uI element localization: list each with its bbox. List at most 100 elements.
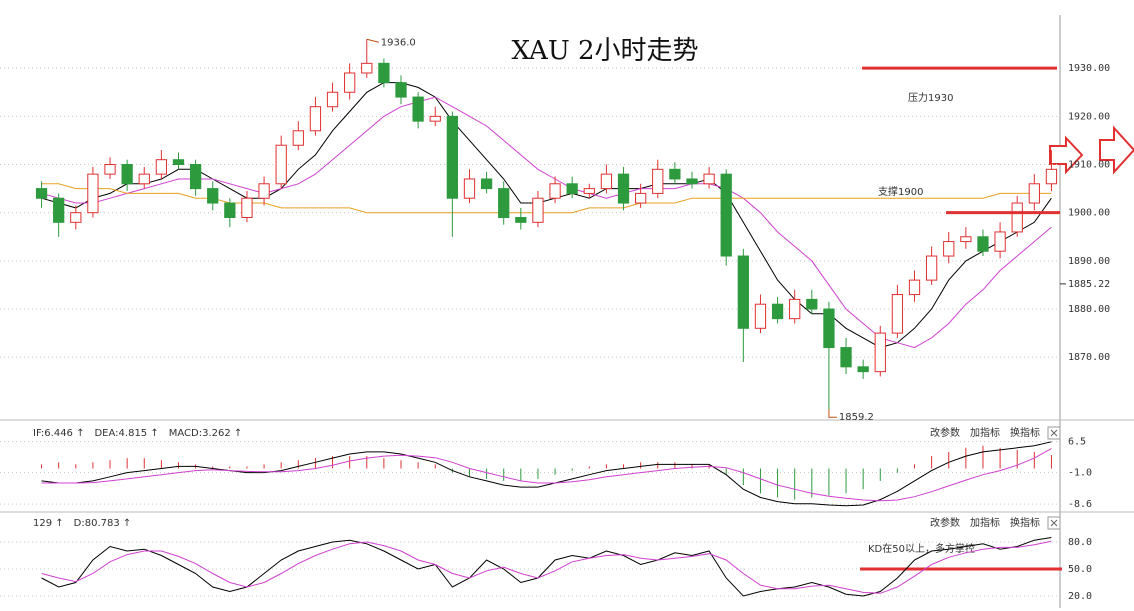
candle-body bbox=[891, 294, 904, 334]
candle-body bbox=[943, 241, 955, 257]
indicator-label: DEA:4.815 ↑ bbox=[94, 428, 158, 439]
y-tick-label: 1920.00 bbox=[1068, 111, 1110, 122]
candle-body bbox=[1045, 168, 1058, 185]
level-label: 压力1930 bbox=[908, 91, 953, 104]
level-label: 支撑1900 bbox=[878, 185, 923, 198]
close-icon bbox=[1050, 429, 1058, 437]
candle-body bbox=[771, 303, 784, 320]
y-tick-label: 1890.00 bbox=[1068, 256, 1110, 267]
candle-body bbox=[1011, 202, 1023, 233]
arrow-icon bbox=[1049, 135, 1084, 175]
candle-body bbox=[583, 188, 595, 194]
candle-body bbox=[446, 115, 458, 199]
indicator-label: 129 ↑ bbox=[33, 518, 64, 529]
candle-body bbox=[155, 159, 168, 175]
candle-body bbox=[258, 183, 270, 199]
candle-body bbox=[1028, 183, 1040, 204]
candle-body bbox=[686, 178, 698, 185]
indicator-label: D:80.783 ↑ bbox=[74, 518, 132, 529]
high-marker bbox=[366, 38, 379, 43]
candle-body bbox=[977, 236, 989, 252]
toolbar-button: 换指标 bbox=[1010, 426, 1040, 439]
last-price-label: 1885.22 bbox=[1068, 279, 1110, 290]
high-label: 1936.0 bbox=[381, 37, 416, 48]
candle-body bbox=[35, 188, 48, 199]
candle-body bbox=[104, 164, 116, 175]
toolbar-button: 改参数 bbox=[930, 516, 960, 529]
candle-body bbox=[925, 255, 938, 281]
y-tick-label: 6.5 bbox=[1068, 437, 1086, 448]
candle-body bbox=[463, 178, 476, 199]
candle-body bbox=[532, 197, 544, 223]
candle-body bbox=[754, 303, 767, 329]
candle-body bbox=[292, 130, 304, 146]
candle-body bbox=[412, 96, 424, 122]
candle-body bbox=[189, 164, 202, 190]
candle-body bbox=[121, 164, 133, 185]
arrow-icon bbox=[1099, 125, 1134, 175]
y-tick-label: 20.0 bbox=[1068, 591, 1092, 602]
toolbar-button: 加指标 bbox=[970, 516, 1000, 529]
series-line bbox=[41, 537, 1052, 597]
indicator-label: MACD:3.262 ↑ bbox=[169, 428, 243, 439]
toolbar-button: 加指标 bbox=[970, 426, 1000, 439]
candle-body bbox=[960, 236, 972, 243]
candle-body bbox=[344, 72, 356, 93]
candle-body bbox=[669, 168, 681, 180]
candle-body bbox=[720, 173, 732, 257]
level-label: KD在50以上，多方掌控 bbox=[868, 542, 975, 555]
candle-body bbox=[566, 183, 578, 194]
candle-body bbox=[737, 255, 749, 329]
candle-body bbox=[806, 298, 818, 310]
candle-body bbox=[224, 202, 236, 219]
candle-body bbox=[207, 188, 219, 204]
candle-body bbox=[908, 279, 921, 296]
candle-body bbox=[87, 173, 99, 214]
candle-body bbox=[498, 188, 510, 219]
candle-body bbox=[395, 82, 407, 98]
indicator-label: IF:6.446 ↑ bbox=[33, 428, 84, 439]
candle-body bbox=[241, 197, 253, 218]
candle-body bbox=[378, 62, 390, 84]
low-label: 1859.2 bbox=[839, 412, 874, 423]
candle-body bbox=[361, 62, 373, 74]
candle-body bbox=[600, 173, 613, 190]
low-marker bbox=[828, 409, 837, 418]
y-tick-label: 1870.00 bbox=[1068, 352, 1110, 363]
chart-title: XAU 2小时走势 bbox=[511, 36, 698, 66]
y-tick-label: 1910.00 bbox=[1068, 160, 1110, 171]
candle-body bbox=[652, 168, 664, 194]
candle-body bbox=[789, 298, 801, 320]
y-tick-label: 50.0 bbox=[1068, 564, 1092, 575]
candle-body bbox=[326, 91, 339, 108]
y-tick-label: 1900.00 bbox=[1068, 208, 1110, 219]
candle-body bbox=[703, 173, 715, 185]
toolbar-button: 换指标 bbox=[1010, 516, 1040, 529]
candle-body bbox=[840, 347, 852, 368]
candle-body bbox=[429, 115, 441, 122]
y-tick-label: 1930.00 bbox=[1068, 63, 1110, 74]
close-icon bbox=[1050, 519, 1058, 527]
candle-body bbox=[823, 308, 835, 349]
candle-body bbox=[70, 212, 82, 223]
candle-body bbox=[480, 178, 493, 190]
series-line bbox=[41, 441, 1052, 507]
candle-body bbox=[138, 173, 150, 185]
candle-body bbox=[515, 217, 527, 223]
candle-body bbox=[635, 192, 647, 204]
candle-body bbox=[857, 366, 869, 373]
y-tick-label: 80.0 bbox=[1068, 537, 1092, 548]
candle-body bbox=[275, 144, 287, 185]
candle-body bbox=[994, 231, 1006, 252]
y-tick-label: -8.6 bbox=[1068, 499, 1092, 510]
candle-body bbox=[874, 332, 886, 373]
candle-body bbox=[549, 183, 561, 199]
series-line bbox=[41, 540, 1052, 594]
candle-body bbox=[309, 106, 322, 132]
candle-body bbox=[172, 159, 185, 166]
series-line bbox=[41, 448, 1052, 502]
toolbar-button: 改参数 bbox=[930, 426, 960, 439]
